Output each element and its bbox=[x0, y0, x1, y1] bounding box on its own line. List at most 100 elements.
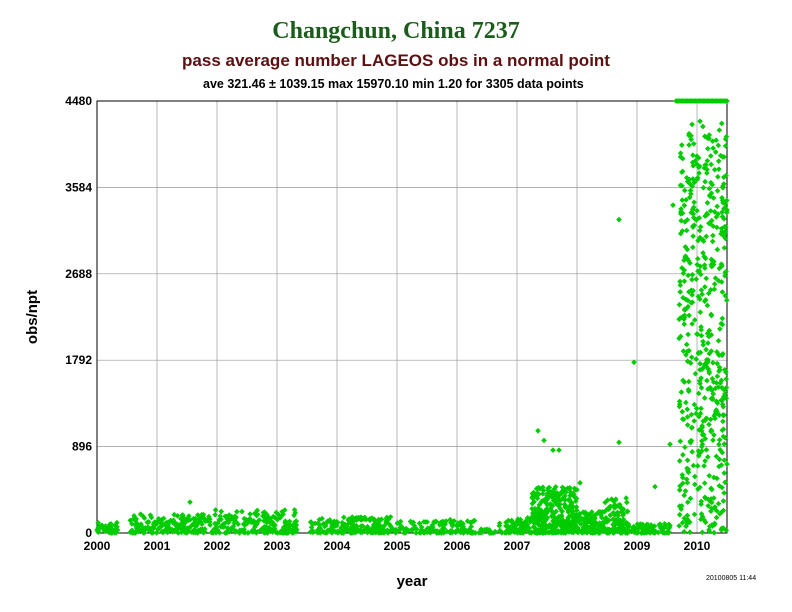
data-point bbox=[706, 132, 713, 138]
data-point bbox=[655, 529, 662, 536]
data-point bbox=[713, 453, 720, 460]
data-point bbox=[694, 261, 700, 268]
data-point bbox=[408, 526, 415, 533]
data-point bbox=[555, 529, 562, 536]
data-point bbox=[577, 480, 583, 486]
data-point bbox=[710, 391, 716, 397]
data-point bbox=[329, 523, 335, 530]
data-point bbox=[273, 509, 280, 516]
data-point bbox=[583, 520, 589, 526]
data-point bbox=[170, 517, 177, 524]
data-point bbox=[508, 517, 515, 524]
data-point bbox=[716, 166, 722, 172]
x-tick-label: 2007 bbox=[504, 539, 531, 553]
data-point bbox=[186, 513, 192, 519]
data-point bbox=[576, 527, 583, 533]
data-point bbox=[712, 275, 719, 281]
data-point bbox=[690, 287, 696, 294]
data-point bbox=[677, 209, 684, 215]
data-point bbox=[597, 509, 603, 515]
data-point bbox=[281, 507, 288, 513]
data-point bbox=[247, 511, 253, 517]
data-point bbox=[715, 158, 722, 164]
data-point bbox=[718, 120, 725, 127]
data-point bbox=[540, 484, 546, 491]
timestamp: 20100805 11:44 bbox=[706, 575, 757, 582]
data-point bbox=[710, 360, 716, 366]
data-point bbox=[696, 170, 702, 176]
plot-frame bbox=[96, 100, 728, 534]
data-point bbox=[567, 507, 573, 514]
data-point bbox=[562, 497, 569, 503]
data-point bbox=[357, 527, 364, 533]
data-point bbox=[704, 145, 711, 152]
data-point bbox=[702, 213, 708, 219]
data-point bbox=[706, 370, 713, 376]
data-point bbox=[147, 512, 154, 518]
data-point bbox=[320, 520, 327, 527]
data-point bbox=[568, 524, 575, 531]
data-point bbox=[707, 193, 713, 200]
data-point bbox=[662, 530, 668, 536]
data-point bbox=[556, 447, 562, 453]
data-point bbox=[212, 507, 219, 513]
data-point bbox=[396, 527, 403, 534]
data-point bbox=[716, 437, 723, 443]
data-point bbox=[361, 514, 368, 521]
data-point bbox=[316, 516, 323, 523]
data-point bbox=[723, 133, 730, 140]
data-point bbox=[714, 246, 721, 253]
data-point bbox=[182, 519, 188, 526]
data-point bbox=[441, 525, 447, 532]
data-point bbox=[253, 530, 260, 536]
data-point bbox=[711, 474, 717, 481]
data-point bbox=[274, 516, 281, 523]
data-point bbox=[179, 513, 186, 519]
data-point bbox=[530, 524, 537, 530]
data-point bbox=[698, 516, 704, 523]
data-point bbox=[723, 369, 729, 376]
data-point bbox=[134, 520, 140, 526]
data-point bbox=[686, 176, 693, 183]
data-point bbox=[684, 512, 691, 519]
data-point bbox=[216, 517, 223, 523]
data-point bbox=[576, 511, 583, 517]
data-point bbox=[720, 433, 727, 440]
data-point bbox=[713, 380, 720, 386]
data-point bbox=[683, 341, 690, 348]
data-point bbox=[142, 524, 149, 531]
data-point bbox=[719, 352, 725, 359]
data-point bbox=[447, 519, 454, 526]
data-point bbox=[708, 256, 715, 263]
data-point bbox=[591, 522, 597, 529]
data-point bbox=[358, 517, 365, 523]
data-point bbox=[545, 485, 551, 492]
data-point bbox=[545, 524, 552, 530]
data-point bbox=[717, 366, 723, 373]
data-point bbox=[715, 174, 721, 180]
data-point bbox=[370, 516, 377, 523]
data-point bbox=[231, 517, 238, 523]
data-point bbox=[132, 522, 139, 529]
data-point bbox=[565, 522, 571, 528]
data-point bbox=[694, 255, 701, 262]
data-point bbox=[719, 209, 725, 215]
data-point bbox=[411, 522, 418, 529]
data-point bbox=[687, 260, 693, 266]
data-point bbox=[702, 494, 708, 501]
data-point bbox=[566, 484, 573, 491]
data-point bbox=[688, 425, 695, 431]
data-point bbox=[574, 486, 580, 493]
data-point bbox=[163, 520, 170, 526]
y-tick-label: 4480 bbox=[65, 94, 92, 108]
data-point bbox=[570, 529, 577, 536]
data-point bbox=[484, 526, 490, 533]
data-point bbox=[693, 410, 699, 417]
data-point bbox=[711, 495, 717, 501]
data-point bbox=[683, 174, 690, 181]
data-point bbox=[541, 497, 548, 503]
data-point bbox=[441, 530, 447, 536]
data-point bbox=[361, 527, 367, 533]
data-point bbox=[359, 523, 366, 529]
data-point bbox=[691, 199, 697, 206]
